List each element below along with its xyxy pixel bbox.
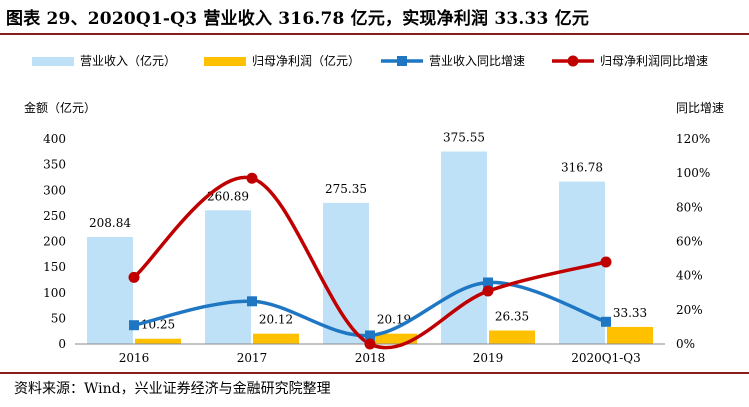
revenue-growth-line — [133, 280, 607, 338]
legend-revenue-label: 营业收入（亿元） — [80, 53, 176, 68]
left-tick-label: 200 — [43, 235, 66, 249]
left-tick-label: 300 — [43, 183, 66, 197]
revenue-value-label: 375.55 — [443, 131, 485, 145]
profit-value-label: 33.33 — [613, 306, 647, 320]
revenue-value-label: 316.78 — [561, 161, 603, 175]
profit-value-label: 20.12 — [259, 313, 293, 327]
left-tick-label: 400 — [43, 132, 66, 146]
right-axis-ticks: 0% 20% 40% 60% 80% 100% 120% — [676, 132, 710, 351]
right-tick-label: 40% — [676, 269, 703, 283]
chart-title: 图表 29、2020Q1-Q3 营业收入 316.78 亿元，实现净利润 33.… — [6, 9, 590, 29]
legend-profit-label: 归母净利润（亿元） — [252, 53, 360, 68]
left-tick-label: 0 — [58, 337, 66, 351]
left-tick-label: 250 — [43, 209, 66, 223]
profit-growth-point — [600, 256, 612, 268]
profit-growth-point — [128, 271, 140, 283]
profit-value-label: 26.35 — [495, 309, 529, 323]
bar-value-labels: 208.8410.25260.8920.12275.3520.19375.552… — [89, 131, 647, 332]
right-tick-label: 20% — [676, 303, 703, 317]
left-axis-label: 金额（亿元） — [24, 100, 96, 115]
title-divider — [0, 33, 749, 35]
source-divider — [0, 372, 749, 374]
revenue-growth-point — [601, 316, 611, 327]
profit-bar — [607, 326, 653, 344]
legend-revenue-growth-label: 营业收入同比增速 — [429, 54, 525, 68]
legend: 营业收入（亿元） 归母净利润（亿元） 营业收入同比增速 归母净利润同比增速 — [32, 53, 708, 68]
right-tick-label: 0% — [676, 337, 695, 351]
revenue-value-label: 275.35 — [325, 182, 367, 196]
revenue-bar — [87, 236, 133, 344]
revenue-growth-point — [483, 277, 493, 288]
legend-revenue-growth-marker — [397, 56, 407, 66]
legend-revenue-swatch — [32, 57, 74, 66]
x-tick-label: 2020Q1-Q3 — [571, 351, 641, 365]
growth-lines — [128, 172, 612, 350]
revenue-bar — [205, 210, 251, 344]
revenue-growth-point — [129, 320, 139, 331]
x-tick-label: 2016 — [119, 351, 150, 365]
revenue-value-label: 208.84 — [89, 216, 131, 230]
profit-growth-point — [482, 285, 494, 297]
revenue-value-label: 260.89 — [207, 189, 249, 203]
source-note: 资料来源：Wind，兴业证券经济与金融研究院整理 — [14, 381, 331, 397]
left-tick-label: 350 — [43, 158, 66, 172]
left-tick-label: 100 — [43, 286, 66, 300]
profit-growth-point — [364, 338, 376, 350]
x-tick-label: 2017 — [237, 351, 268, 365]
profit-growth-line — [132, 175, 607, 350]
x-tick-label: 2018 — [355, 351, 386, 365]
profit-bar — [489, 330, 535, 344]
revenue-growth-point — [365, 330, 375, 341]
legend-profit-swatch — [204, 57, 246, 66]
profit-growth-point — [246, 172, 258, 184]
right-tick-label: 120% — [676, 132, 710, 146]
left-tick-label: 150 — [43, 260, 66, 274]
left-tick-label: 50 — [51, 311, 66, 325]
right-axis-label: 同比增速 — [676, 101, 724, 115]
right-tick-label: 100% — [676, 166, 710, 180]
chart: 营业收入（亿元） 归母净利润（亿元） 营业收入同比增速 归母净利润同比增速 金额（亿元… — [24, 53, 724, 365]
left-axis-ticks: 0 50 100 150 200 250 300 350 400 — [43, 132, 66, 351]
right-tick-label: 60% — [676, 235, 703, 249]
profit-bar — [135, 338, 181, 344]
revenue-bar — [441, 151, 487, 344]
legend-profit-growth-marker — [567, 55, 579, 67]
x-axis-ticks: 2016 2017 2018 2019 2020Q1-Q3 — [119, 351, 641, 365]
revenue-growth-point — [247, 296, 257, 307]
legend-profit-growth-label: 归母净利润同比增速 — [600, 54, 708, 68]
profit-bar — [253, 333, 299, 344]
profit-bar — [371, 333, 417, 344]
x-tick-label: 2019 — [473, 351, 504, 365]
right-tick-label: 80% — [676, 200, 703, 214]
